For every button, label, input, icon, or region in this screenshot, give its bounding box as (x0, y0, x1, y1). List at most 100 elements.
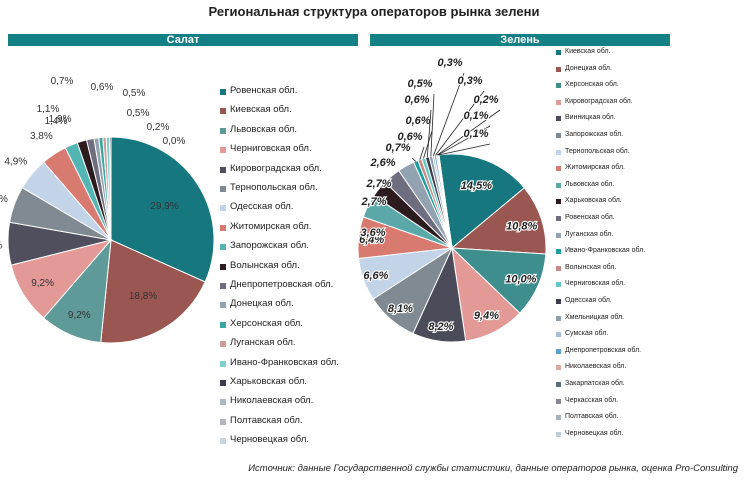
legend-item: Тернопольская обл. (556, 148, 630, 155)
data-label: 8,2% (428, 321, 453, 333)
legend-label: Николаевская обл. (565, 363, 627, 371)
legend-label: Волынская обл. (230, 259, 300, 271)
data-label: 0,3% (457, 75, 482, 87)
legend-label: Харьковская обл. (565, 197, 622, 205)
legend-swatch (220, 263, 226, 270)
legend-item: Тернопольская обл. (220, 183, 318, 193)
pie-slice (450, 247, 547, 314)
legend-item: Одесская обл. (556, 297, 612, 304)
data-label: 0,6% (91, 82, 114, 93)
pie-slice (110, 136, 215, 283)
leader-line (437, 125, 491, 156)
data-label: 1,1% (37, 104, 60, 115)
legend-swatch (220, 302, 226, 309)
legend-swatch (220, 147, 226, 154)
data-label: 0,1% (463, 128, 488, 140)
legend-item: Кировоградская обл. (556, 98, 633, 105)
legend-swatch (556, 332, 561, 338)
legend-label: Донецкая обл. (230, 298, 294, 310)
legend-item: Волынская обл. (220, 261, 300, 271)
legend-label: Одесская обл. (565, 297, 612, 304)
legend-item: Закарпатская обл. (556, 380, 625, 387)
data-label: 0,5% (127, 108, 150, 119)
legend-label: Черновецкая обл. (230, 434, 310, 446)
data-label: 9,4% (474, 310, 499, 322)
data-label: 4,9% (4, 157, 27, 168)
legend-item: Днепропетровская обл. (556, 347, 641, 354)
data-label: 6,3% (0, 240, 3, 251)
data-label: 6,6% (363, 270, 388, 282)
legend-label: Кировоградская обл. (230, 162, 322, 174)
legend-item: Черновецкая обл. (220, 435, 309, 445)
pie-slice (100, 239, 206, 344)
greens-chart-header: Зелень (370, 34, 670, 46)
legend-swatch (220, 321, 226, 328)
legend-swatch (220, 166, 226, 173)
legend-label: Запорожская обл. (565, 131, 624, 138)
legend-swatch (556, 299, 561, 304)
leader-line (411, 157, 417, 162)
legend-label: Ровенская обл. (230, 85, 298, 96)
legend-swatch (220, 360, 226, 367)
legend-item: Львовская обл. (556, 181, 614, 188)
data-label: 8,1% (388, 303, 413, 315)
data-label: 0,0% (163, 136, 186, 147)
pie-slice (450, 187, 547, 255)
legend-label: Полтавская обл. (230, 414, 303, 426)
salad-chart-header: Салат (8, 34, 358, 46)
legend-swatch (220, 418, 226, 425)
legend-item: Харьковская обл. (556, 197, 622, 205)
legend-item: Днепропетровская обл. (220, 280, 333, 290)
legend-label: Одесская обл. (230, 201, 294, 213)
legend-label: Винницкая обл. (565, 114, 616, 122)
legend-swatch (220, 399, 226, 406)
legend-label: Закарпатская обл. (565, 380, 625, 387)
legend-item: Киевская обл. (556, 48, 610, 55)
legend-item: Житомирская обл. (220, 222, 311, 232)
leader-line (423, 130, 433, 159)
legend-item: Полтавская обл. (220, 416, 303, 426)
data-label: 9,2% (68, 310, 91, 321)
data-label: 5,4% (0, 194, 8, 205)
legend-label: Тернопольская обл. (230, 182, 318, 193)
legend-swatch (556, 83, 561, 89)
legend-swatch (220, 127, 226, 134)
legend-label: Николаевская обл. (230, 395, 314, 407)
leader-line (426, 109, 432, 158)
legend-swatch (220, 380, 226, 386)
pie-slice (109, 136, 112, 241)
legend-label: Кировоградская обл. (565, 97, 633, 105)
legend-swatch (556, 50, 561, 55)
legend-label: Ровенская обл. (565, 214, 615, 221)
legend-label: Хмельницкая обл. (565, 313, 625, 321)
legend-label: Днепропетровская обл. (230, 279, 334, 290)
legend-swatch (220, 108, 226, 115)
data-label: 18,8% (129, 291, 157, 302)
data-label: 10,0% (505, 273, 536, 285)
legend-swatch (220, 341, 226, 348)
legend-item: Черкасская обл. (556, 397, 618, 404)
legend-item: Сумская обл. (556, 330, 608, 338)
salad-pie: 29,9% 18,8% 9,2% 9,2% 6,3% 5,4% 4,9% 3,8% 1,9%1,… (0, 76, 215, 344)
legend-item: Луганская обл. (220, 338, 296, 348)
legend-item: Донецкая обл. (556, 65, 612, 72)
data-label: 0,7% (385, 142, 410, 154)
leader-line (419, 146, 425, 160)
leader-line (436, 109, 501, 156)
salad-legend: Ровенская обл. Киевская обл. Львовская обл… (220, 86, 350, 446)
legend-label: Донецкая обл. (565, 64, 612, 72)
legend-label: Днепропетровская обл. (565, 346, 642, 354)
data-label: 29,9% (150, 201, 178, 212)
legend-swatch (556, 66, 561, 72)
legend-label: Ивано-Франковская обл. (565, 247, 646, 255)
legend-item: Черниговская обл. (220, 144, 312, 154)
leader-line (435, 90, 485, 156)
legend-label: Тернопольская обл. (565, 147, 630, 155)
data-label: 0,5% (123, 88, 146, 99)
legend-label: Ивано-Франковская обл. (230, 356, 339, 368)
legend-swatch (556, 249, 561, 255)
data-label: 2,7% (365, 178, 391, 190)
legend-item: Полтавская обл. (556, 413, 618, 421)
legend-label: Херсонская обл. (230, 317, 303, 329)
